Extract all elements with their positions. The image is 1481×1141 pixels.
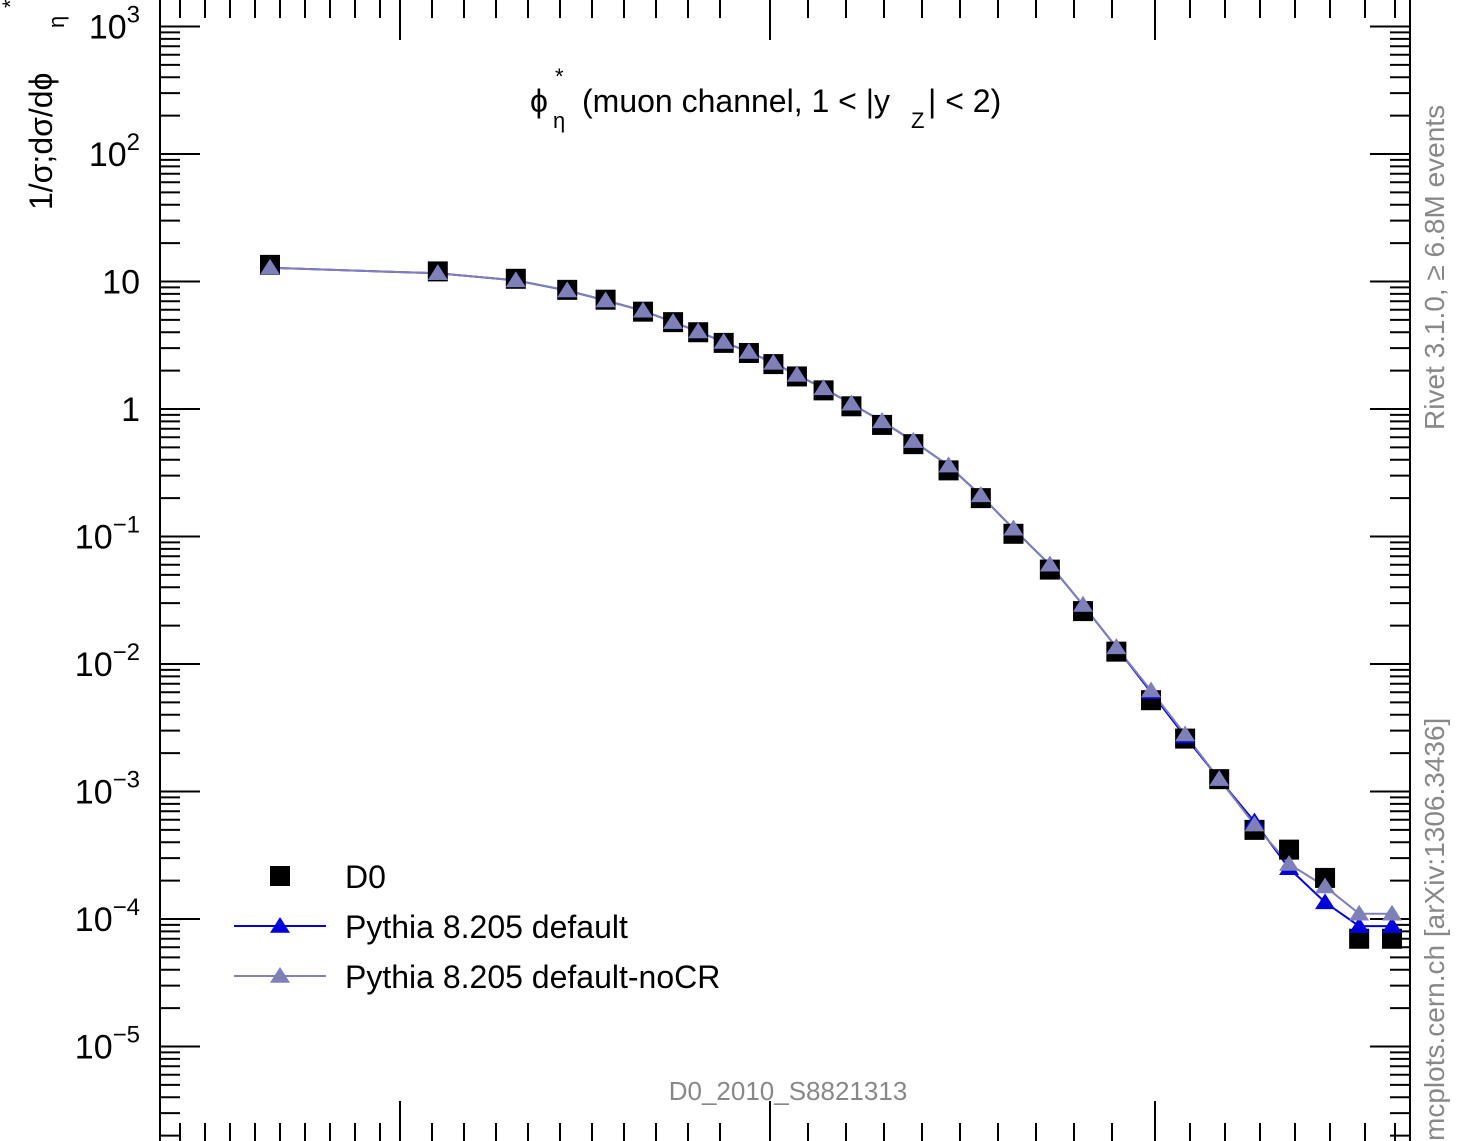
legend-marker (270, 917, 290, 933)
data-point-2 (1175, 725, 1196, 742)
data-point-2 (872, 412, 893, 429)
svg-text:*: * (0, 0, 23, 8)
data-point-2 (1141, 681, 1162, 698)
svg-text:η: η (553, 108, 565, 133)
series-line-2 (269, 266, 1392, 915)
data-point-2 (763, 353, 784, 370)
series-line-1 (269, 266, 1392, 928)
mcplots-watermark: mcplots.cern.ch [arXiv:1306.3436] (1419, 718, 1450, 1141)
analysis-id: D0_2010_S8821313 (669, 1076, 908, 1106)
legend-label: D0 (345, 859, 386, 895)
data-point-2 (663, 313, 684, 329)
data-point-d0 (1279, 839, 1300, 860)
data-point-2 (1382, 904, 1402, 921)
plot-annotation: ϕ * η (muon channel, 1 < |y Z | < 2) (530, 64, 1001, 133)
y-tick-label: 103 (89, 2, 140, 47)
legend-label: Pythia 8.205 default (345, 909, 628, 945)
data-point-2 (938, 456, 959, 473)
y-tick-label: 10−1 (75, 512, 140, 557)
data-point-2 (595, 291, 616, 308)
data-point-2 (1244, 815, 1265, 832)
legend-marker (270, 967, 290, 983)
data-point-2 (1315, 877, 1336, 894)
legend: D0 Pythia 8.205 default Pythia 8.205 defau… (234, 859, 720, 995)
data-markers (260, 254, 1402, 949)
data-point-2 (738, 342, 759, 359)
svg-text:η: η (44, 16, 69, 28)
data-point-2 (786, 365, 807, 382)
data-point-2 (713, 333, 734, 349)
data-point-2 (688, 322, 709, 339)
axis-ticks (160, 0, 1410, 1141)
y-tick-label: 10−5 (75, 1022, 140, 1067)
y-tick-label: 10−4 (75, 894, 140, 939)
data-point-2 (557, 281, 578, 298)
svg-text:*: * (555, 64, 564, 89)
svg-text:1/σ;dσ/dϕ: 1/σ;dσ/dϕ (23, 73, 59, 210)
data-point-2 (1349, 904, 1370, 921)
legend-marker (270, 866, 290, 886)
data-point-1 (1315, 893, 1336, 910)
data-point-d0 (1382, 928, 1402, 949)
data-point-2 (427, 264, 448, 281)
y-tick-label: 10−3 (75, 767, 140, 812)
y-axis-title: 1/σ;dσ/dϕ η * (0, 0, 69, 210)
svg-text:(muon channel, 1 < |y: (muon channel, 1 < |y (582, 83, 890, 119)
data-point-2 (1209, 770, 1230, 786)
data-point-2 (813, 379, 834, 396)
legend-label: Pythia 8.205 default-noCR (345, 959, 720, 995)
series-lines (269, 266, 1392, 928)
rivet-watermark: Rivet 3.1.0, ≥ 6.8M events (1419, 105, 1450, 430)
data-point-2 (903, 432, 924, 448)
svg-text:Z: Z (911, 108, 924, 133)
data-point-2 (505, 271, 526, 288)
data-point-2 (1106, 638, 1127, 655)
data-point-d0 (1349, 928, 1370, 949)
plot-frame (159, 0, 1411, 1141)
data-point-2 (1003, 519, 1024, 536)
y-tick-label: 10 (102, 264, 140, 302)
data-point-2 (1073, 596, 1094, 612)
data-point-2 (970, 486, 991, 503)
data-point-1 (1349, 917, 1370, 933)
data-point-2 (633, 301, 654, 318)
data-point-2 (1279, 855, 1300, 871)
data-point-1 (1382, 917, 1402, 933)
y-tick-label: 1 (121, 391, 140, 429)
data-point-2 (841, 394, 862, 411)
svg-text:| < 2): | < 2) (928, 83, 1001, 119)
data-point-2 (1039, 555, 1060, 572)
svg-text:ϕ: ϕ (530, 83, 548, 119)
y-tick-label: 102 (89, 129, 140, 174)
data-point-2 (260, 258, 280, 275)
y-tick-label: 10−2 (75, 639, 140, 684)
